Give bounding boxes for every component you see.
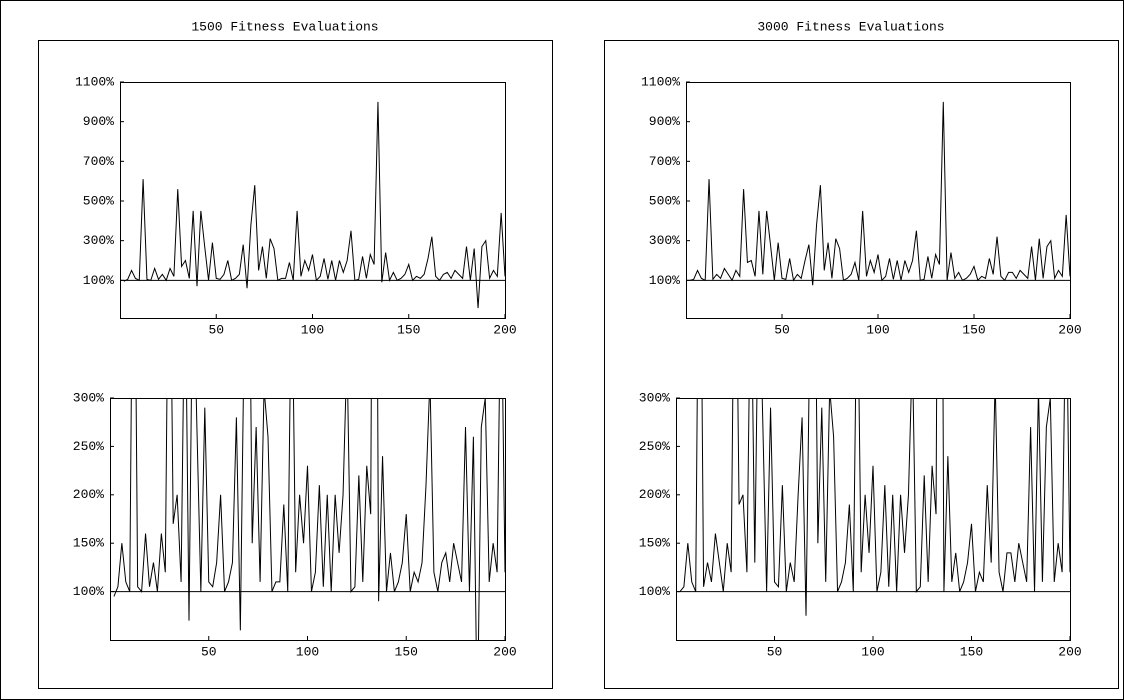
y-tick-label: 100% xyxy=(73,584,104,599)
x-tick-label: 100 xyxy=(301,322,324,337)
plot-frame xyxy=(676,398,1071,641)
x-tick-label: 150 xyxy=(397,322,420,337)
y-tick-label: 100% xyxy=(639,584,670,599)
y-tick-label: 1100% xyxy=(75,74,114,89)
data-line xyxy=(689,101,1070,286)
x-tick-label: 200 xyxy=(493,644,516,659)
y-tick-label: 300% xyxy=(73,390,104,405)
y-tick-label: 200% xyxy=(639,487,670,502)
x-tick-label: 50 xyxy=(767,644,783,659)
plot-frame xyxy=(110,398,506,641)
x-tick-label: 50 xyxy=(774,322,790,337)
y-tick-label: 1100% xyxy=(641,74,680,89)
y-tick-label: 100% xyxy=(649,273,680,288)
y-tick-label: 300% xyxy=(639,390,670,405)
y-tick-label: 150% xyxy=(73,536,104,551)
y-tick-label: 300% xyxy=(83,233,114,248)
x-tick-label: 150 xyxy=(962,322,985,337)
y-tick-label: 900% xyxy=(83,114,114,129)
chart-title: 3000 Fitness Evaluations xyxy=(757,19,944,34)
y-tick-label: 900% xyxy=(649,114,680,129)
data-line xyxy=(123,101,505,309)
y-tick-label: 700% xyxy=(649,154,680,169)
y-tick-label: 100% xyxy=(83,273,114,288)
y-tick-label: 500% xyxy=(649,193,680,208)
x-tick-label: 200 xyxy=(493,322,516,337)
y-tick-label: 250% xyxy=(639,439,670,454)
x-tick-label: 150 xyxy=(960,644,983,659)
y-tick-label: 700% xyxy=(83,154,114,169)
panel-frame xyxy=(38,40,553,689)
x-tick-label: 100 xyxy=(866,322,889,337)
y-tick-label: 250% xyxy=(73,439,104,454)
x-tick-label: 200 xyxy=(1058,322,1081,337)
x-tick-label: 50 xyxy=(208,322,224,337)
data-line xyxy=(679,398,1070,616)
panel-frame xyxy=(604,40,1119,689)
y-tick-label: 500% xyxy=(83,193,114,208)
x-tick-label: 50 xyxy=(201,644,217,659)
data-line xyxy=(113,398,505,640)
y-tick-label: 150% xyxy=(639,536,670,551)
x-tick-label: 100 xyxy=(296,644,319,659)
x-tick-label: 200 xyxy=(1058,644,1081,659)
chart-title: 1500 Fitness Evaluations xyxy=(191,19,378,34)
x-tick-label: 100 xyxy=(861,644,884,659)
x-tick-label: 150 xyxy=(395,644,418,659)
y-tick-label: 300% xyxy=(649,233,680,248)
y-tick-label: 200% xyxy=(73,487,104,502)
